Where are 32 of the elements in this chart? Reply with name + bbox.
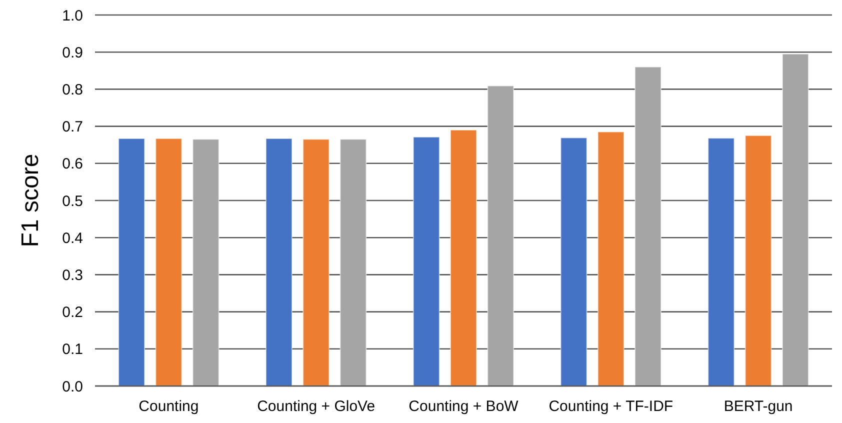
bar <box>708 138 735 386</box>
bar <box>487 85 514 386</box>
bar <box>155 138 182 386</box>
x-tick-label: Counting + TF-IDF <box>548 398 674 415</box>
bar <box>192 138 220 386</box>
bar <box>302 138 330 386</box>
y-tick-label: 0.6 <box>62 156 83 173</box>
bar <box>597 131 624 386</box>
bar <box>560 137 588 386</box>
x-tick-label: Counting <box>138 398 199 415</box>
y-tick-label: 0.5 <box>62 192 83 210</box>
bar <box>412 136 440 386</box>
y-tick-label: 0.9 <box>62 44 83 62</box>
y-tick-label: 0.2 <box>62 304 83 322</box>
y-tick-label: 0.0 <box>62 378 83 396</box>
bar <box>744 135 772 386</box>
bar <box>265 138 292 386</box>
bar <box>450 130 477 386</box>
x-tick-label: Counting + BoW <box>408 398 520 415</box>
y-tick-label: 0.7 <box>62 118 83 136</box>
y-tick-label: 0.1 <box>62 341 83 358</box>
y-tick-label: 0.8 <box>62 81 83 98</box>
y-tick-label: 0.3 <box>62 266 83 284</box>
y-tick-label: 0.4 <box>62 230 83 247</box>
bar <box>118 138 146 386</box>
y-axis-title: F1 score <box>17 154 44 248</box>
bar <box>634 66 662 386</box>
bar <box>340 138 367 386</box>
bar <box>782 53 809 386</box>
x-tick-label: Counting + GloVe <box>257 398 376 415</box>
x-tick-label: BERT-gun <box>724 398 793 415</box>
y-tick-label: 1.0 <box>62 7 83 24</box>
